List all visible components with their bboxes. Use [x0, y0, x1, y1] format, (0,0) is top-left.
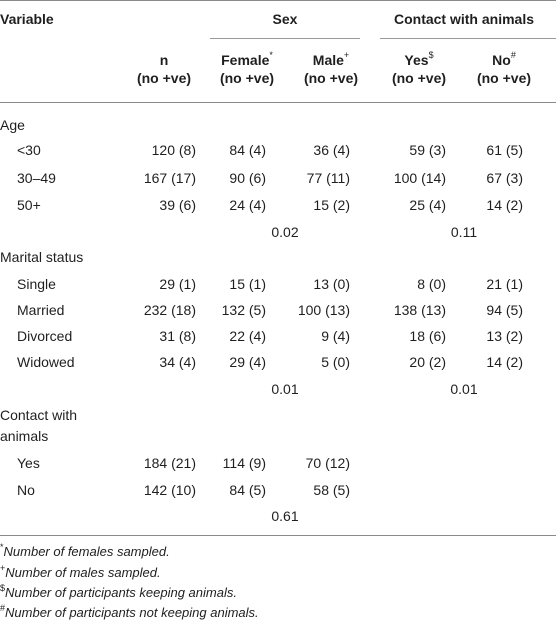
female-footnote-mark: *	[269, 50, 273, 61]
cell-n: 31 (8)	[159, 328, 196, 344]
footnote: $Number of participants keeping animals.	[0, 582, 237, 600]
section-title-contact-line1: Contact with	[0, 407, 78, 423]
row-label: <30	[17, 142, 41, 158]
cell-female: 29 (4)	[229, 354, 266, 370]
table-bottom-rule	[0, 535, 556, 536]
header-female-sub: (no +ve)	[219, 70, 275, 86]
cell-n: 34 (4)	[159, 354, 196, 370]
cell-yes: 100 (14)	[393, 170, 446, 186]
row-label: 50+	[17, 197, 41, 213]
cell-male: 100 (13)	[297, 302, 350, 318]
contact-group-underline	[380, 38, 556, 39]
p-value-contact-marital: 0.01	[450, 381, 478, 397]
cell-male: 58 (5)	[313, 482, 350, 498]
header-yes: Yes$	[404, 50, 434, 68]
cell-no: 94 (5)	[486, 302, 523, 318]
cell-n: 142 (10)	[143, 482, 196, 498]
section-title-marital-status: Marital status	[0, 249, 84, 265]
cell-female: 132 (5)	[221, 302, 266, 318]
section-title-contact-line2: animals	[0, 428, 49, 444]
row-label: Single	[17, 276, 56, 292]
p-value-sex-age: 0.02	[271, 224, 299, 240]
cell-yes: 25 (4)	[409, 197, 446, 213]
sex-group-underline	[210, 38, 360, 39]
cell-no: 13 (2)	[486, 328, 523, 344]
cell-no: 14 (2)	[486, 354, 523, 370]
cell-female: 90 (6)	[229, 170, 266, 186]
cell-yes: 18 (6)	[409, 328, 446, 344]
cell-female: 114 (9)	[222, 455, 266, 471]
row-label: Widowed	[17, 354, 75, 370]
p-value-sex-contact: 0.61	[271, 508, 299, 524]
header-no-sub: (no +ve)	[476, 70, 532, 86]
section-title-age: Age	[0, 117, 25, 133]
cell-n: 120 (8)	[151, 142, 196, 158]
cell-n: 39 (6)	[159, 197, 196, 213]
cell-female: 84 (5)	[229, 482, 266, 498]
cell-male: 15 (2)	[313, 197, 350, 213]
header-yes-sub: (no +ve)	[391, 70, 447, 86]
cell-yes: 20 (2)	[409, 354, 446, 370]
row-label: Divorced	[17, 328, 73, 344]
header-male-sub: (no +ve)	[303, 70, 359, 86]
row-label: Married	[17, 302, 65, 318]
footnote: #Number of participants not keeping anim…	[0, 602, 259, 620]
cell-no: 14 (2)	[486, 197, 523, 213]
cell-female: 84 (4)	[229, 142, 266, 158]
header-no: No#	[492, 50, 516, 68]
cell-female: 15 (1)	[229, 276, 266, 292]
header-sex-group: Sex	[272, 11, 298, 27]
row-label: Yes	[17, 455, 40, 471]
header-variable: Variable	[0, 11, 54, 27]
cell-male: 9 (4)	[321, 328, 350, 344]
row-label: 30–49	[17, 170, 56, 186]
footnote: *Number of females sampled.	[0, 541, 170, 559]
header-n: n	[159, 52, 169, 68]
header-bottom-rule	[0, 102, 556, 103]
row-label: No	[17, 482, 35, 498]
cell-male: 13 (0)	[313, 276, 350, 292]
table-top-rule	[0, 0, 556, 1]
cell-male: 5 (0)	[321, 354, 350, 370]
cell-n: 167 (17)	[143, 170, 196, 186]
cell-no: 67 (3)	[486, 170, 523, 186]
footnote: +Number of males sampled.	[0, 562, 161, 580]
header-male: Male+	[312, 50, 350, 68]
cell-yes: 138 (13)	[393, 302, 446, 318]
male-footnote-mark: +	[343, 50, 350, 61]
cell-n: 184 (21)	[143, 455, 196, 471]
cell-no: 61 (5)	[486, 142, 523, 158]
cell-no: 21 (1)	[486, 276, 523, 292]
p-value-contact-age: 0.11	[450, 224, 478, 240]
cell-male: 77 (11)	[306, 170, 350, 186]
cell-n: 232 (18)	[143, 302, 196, 318]
cell-female: 24 (4)	[229, 197, 266, 213]
cell-male: 70 (12)	[305, 455, 350, 471]
header-contact-group: Contact with animals	[393, 11, 535, 27]
cell-female: 22 (4)	[229, 328, 266, 344]
header-female: Female*	[221, 50, 273, 68]
cell-male: 36 (4)	[313, 142, 350, 158]
no-footnote-mark: #	[510, 50, 516, 61]
yes-footnote-mark: $	[428, 50, 434, 61]
p-value-sex-marital: 0.01	[271, 381, 299, 397]
header-n-sub: (no +ve)	[136, 70, 192, 86]
cell-yes: 59 (3)	[409, 142, 446, 158]
cell-yes: 8 (0)	[417, 276, 446, 292]
cell-n: 29 (1)	[159, 276, 196, 292]
